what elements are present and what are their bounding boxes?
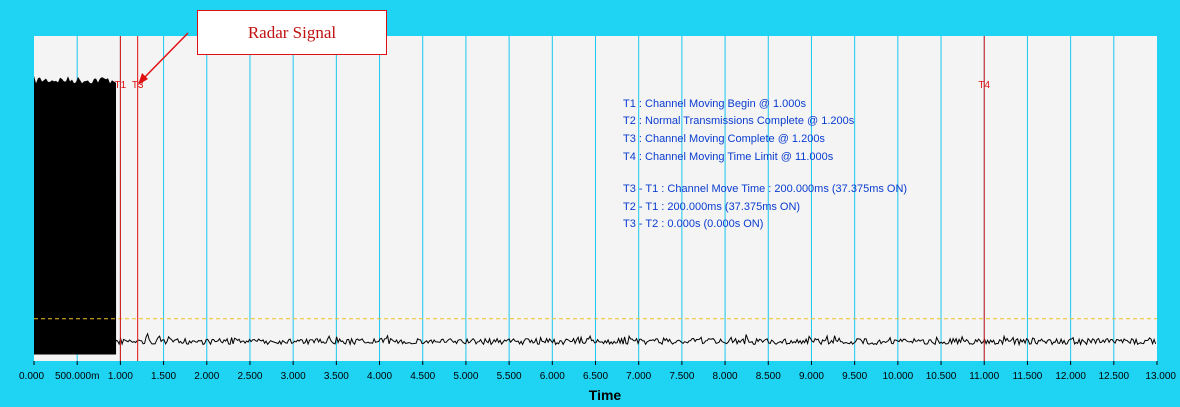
x-tick-label: 6.500 bbox=[583, 371, 608, 382]
x-tick-label: 10.000 bbox=[883, 371, 914, 382]
x-tick-label: 5.500 bbox=[497, 371, 522, 382]
x-tick-label: 1.000 bbox=[108, 371, 133, 382]
x-tick-label: 6.000 bbox=[540, 371, 565, 382]
x-tick-label: 8.000 bbox=[713, 371, 738, 382]
x-tick-label: 5.000 bbox=[453, 371, 478, 382]
x-tick-label: 12.500 bbox=[1099, 371, 1130, 382]
x-tick-label: 8.500 bbox=[756, 371, 781, 382]
marker-label-t3: T3 bbox=[132, 80, 144, 91]
radar-signal-callout: Radar Signal bbox=[197, 10, 387, 55]
x-tick-label: 10.500 bbox=[926, 371, 957, 382]
x-axis-title: Time bbox=[589, 387, 622, 403]
x-tick-label: 7.000 bbox=[626, 371, 651, 382]
x-tick-label: 11.000 bbox=[969, 371, 999, 382]
x-tick-label: 7.500 bbox=[669, 371, 694, 382]
marker-label-t4: T4 bbox=[978, 80, 990, 91]
annotation-line: T1 : Channel Moving Begin @ 1.000s bbox=[623, 98, 806, 110]
x-tick-label: 9.000 bbox=[799, 371, 824, 382]
x-tick-label: 9.500 bbox=[842, 371, 867, 382]
x-tick-label: 0.000 bbox=[19, 371, 44, 382]
x-tick-label: 1.500 bbox=[151, 371, 176, 382]
annotation-line: T4 : Channel Moving Time Limit @ 11.000s bbox=[623, 151, 834, 163]
x-tick-label: 2.500 bbox=[237, 371, 262, 382]
callout-arrow bbox=[141, 32, 189, 81]
noise-floor-trace bbox=[115, 332, 1157, 347]
annotation-line: T3 : Channel Moving Complete @ 1.200s bbox=[623, 133, 825, 145]
radar-transmission-burst bbox=[34, 75, 117, 355]
x-tick-label: 4.500 bbox=[410, 371, 435, 382]
x-tick-label: 500.000m bbox=[55, 371, 99, 382]
x-tick-label: 11.500 bbox=[1013, 371, 1043, 382]
x-tick-label: 3.500 bbox=[324, 371, 349, 382]
annotation-line: T3 - T2 : 0.000s (0.000s ON) bbox=[623, 218, 763, 230]
x-tick-label: 12.000 bbox=[1055, 371, 1086, 382]
x-tick-label: 4.000 bbox=[367, 371, 392, 382]
x-tick-label: 2.000 bbox=[194, 371, 219, 382]
marker-label-t1: T1 bbox=[115, 80, 127, 91]
callout-arrowhead bbox=[138, 73, 148, 85]
x-tick-label: 13.000 bbox=[1145, 371, 1176, 382]
annotation-line: T3 - T1 : Channel Move Time : 200.000ms … bbox=[623, 183, 907, 195]
x-tick-label: 3.000 bbox=[281, 371, 306, 382]
annotation-line: T2 - T1 : 200.000ms (37.375ms ON) bbox=[623, 201, 800, 213]
annotation-line: T2 : Normal Transmissions Complete @ 1.2… bbox=[623, 115, 855, 127]
